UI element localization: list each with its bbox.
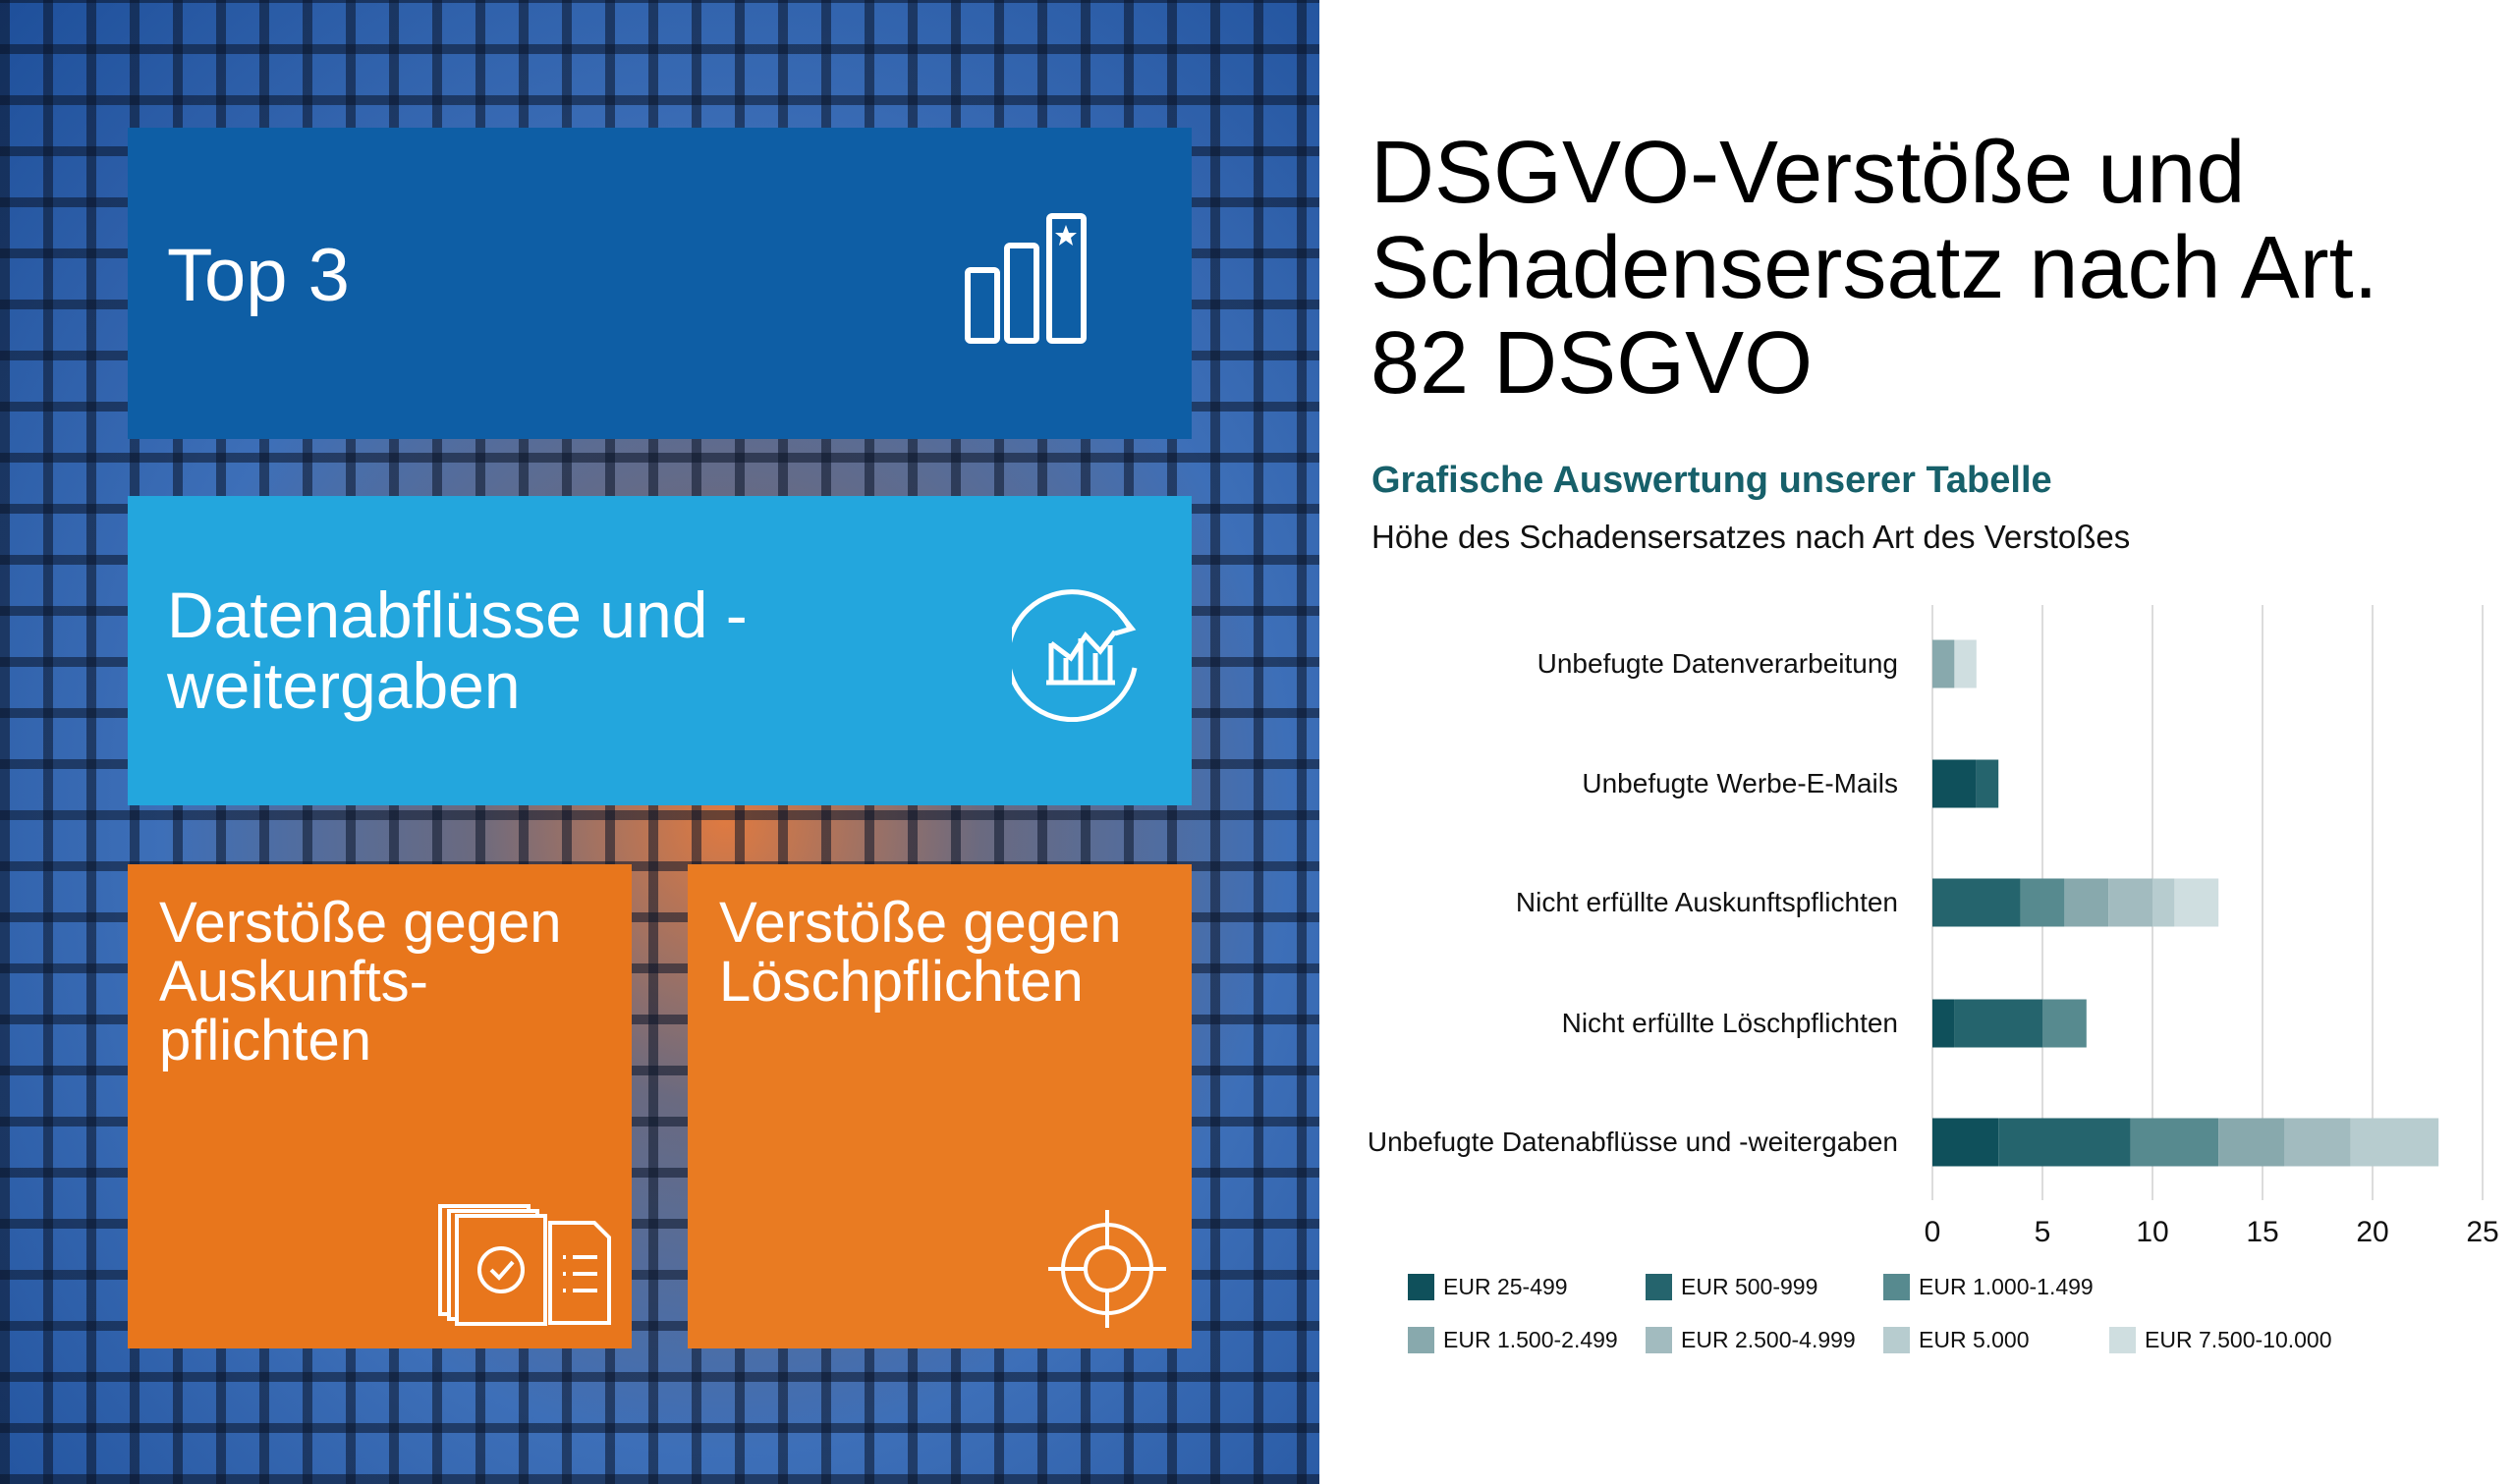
legend-label: EUR 7.500-10.000	[2145, 1327, 2332, 1352]
tile-auskunftspflichten: Verstöße gegen Auskunfts-pflichten	[128, 864, 632, 1348]
chart-subtitle: Grafische Auswertung unserer Tabelle	[1371, 460, 2052, 501]
tile-title: Datenabflüsse und -weitergaben	[167, 578, 748, 722]
x-tick-label: 15	[2246, 1216, 2279, 1248]
bar-segment	[1932, 999, 1955, 1048]
bar-segment	[1998, 1118, 2131, 1167]
legend-swatch	[1646, 1327, 1672, 1353]
category-label: Nicht erfüllte Auskunftspflichten	[1515, 887, 1898, 917]
chart-refresh-icon	[1012, 589, 1138, 722]
legend-item: EUR 2.500-4.999	[1646, 1327, 1856, 1353]
tile-title: Top 3	[167, 234, 350, 317]
bar-segment	[2130, 1118, 2219, 1167]
target-icon	[1048, 1210, 1166, 1328]
legend-label: EUR 25-499	[1443, 1274, 1568, 1299]
bar-segment	[1954, 639, 1977, 688]
page-title: DSGVO-Verstöße und Schadensersatz nach A…	[1370, 124, 2378, 412]
x-tick-label: 10	[2136, 1216, 2169, 1248]
bar-segment	[1932, 1118, 1999, 1167]
bar-segment	[1932, 878, 2021, 927]
legend-label: EUR 500-999	[1681, 1274, 1818, 1299]
tile-loeschpflichten: Verstöße gegen Löschpflichten	[688, 864, 1192, 1348]
chart-description: Höhe des Schadensersatzes nach Art des V…	[1371, 519, 2131, 555]
category-label: Unbefugte Datenabflüsse und -weitergaben	[1367, 1127, 1898, 1157]
legend-item: EUR 5.000	[1883, 1327, 2030, 1353]
bar-segment	[1976, 759, 1999, 808]
legend-label: EUR 2.500-4.999	[1681, 1327, 1856, 1352]
tile-datenabfluesse: Datenabflüsse und -weitergaben	[128, 496, 1192, 805]
legend-label: EUR 1.500-2.499	[1443, 1327, 1618, 1352]
x-tick-label: 25	[2466, 1216, 2499, 1248]
legend-swatch	[1646, 1274, 1672, 1300]
background-photo: Top 3 Datenabflüsse und -weitergaben Ver…	[0, 0, 1319, 1484]
bar-segment	[2064, 878, 2109, 927]
x-tick-label: 20	[2356, 1216, 2389, 1248]
x-tick-label: 0	[1924, 1216, 1941, 1248]
bar-segment	[1932, 639, 1955, 688]
bar-segment	[2108, 878, 2152, 927]
category-label: Unbefugte Datenverarbeitung	[1537, 648, 1898, 679]
legend-label: EUR 1.000-1.499	[1919, 1274, 2094, 1299]
bar-segment	[2350, 1118, 2439, 1167]
bar-segment	[2020, 878, 2065, 927]
legend-item: EUR 500-999	[1646, 1274, 1817, 1300]
category-label: Unbefugte Werbe-E-Mails	[1582, 768, 1898, 798]
bar-segment	[1932, 759, 1977, 808]
legend-swatch	[1883, 1274, 1910, 1300]
bar-segment	[2218, 1118, 2285, 1167]
legend-swatch	[1408, 1274, 1434, 1300]
tile-title: Verstöße gegen Löschpflichten	[719, 891, 1122, 1014]
bar-segment	[2042, 999, 2087, 1048]
bar-chart-star-icon	[965, 213, 1087, 344]
documents-check-icon	[438, 1204, 611, 1326]
legend-item: EUR 1.000-1.499	[1883, 1274, 2094, 1300]
legend-item: EUR 25-499	[1408, 1274, 1568, 1300]
x-tick-label: 5	[2034, 1216, 2051, 1248]
legend-swatch	[1408, 1327, 1434, 1353]
legend-swatch	[2109, 1327, 2136, 1353]
legend-item: EUR 1.500-2.499	[1408, 1327, 1618, 1353]
legend-label: EUR 5.000	[1919, 1327, 2030, 1352]
bar-segment	[1954, 999, 2042, 1048]
category-label: Nicht erfüllte Löschpflichten	[1561, 1008, 1898, 1038]
legend-swatch	[1883, 1327, 1910, 1353]
tile-top3: Top 3	[128, 128, 1192, 439]
tile-title: Verstöße gegen Auskunfts-pflichten	[159, 891, 562, 1072]
legend-item: EUR 7.500-10.000	[2109, 1327, 2332, 1353]
bar-segment	[2174, 878, 2219, 927]
bar-segment	[2152, 878, 2175, 927]
bar-segment	[2284, 1118, 2351, 1167]
